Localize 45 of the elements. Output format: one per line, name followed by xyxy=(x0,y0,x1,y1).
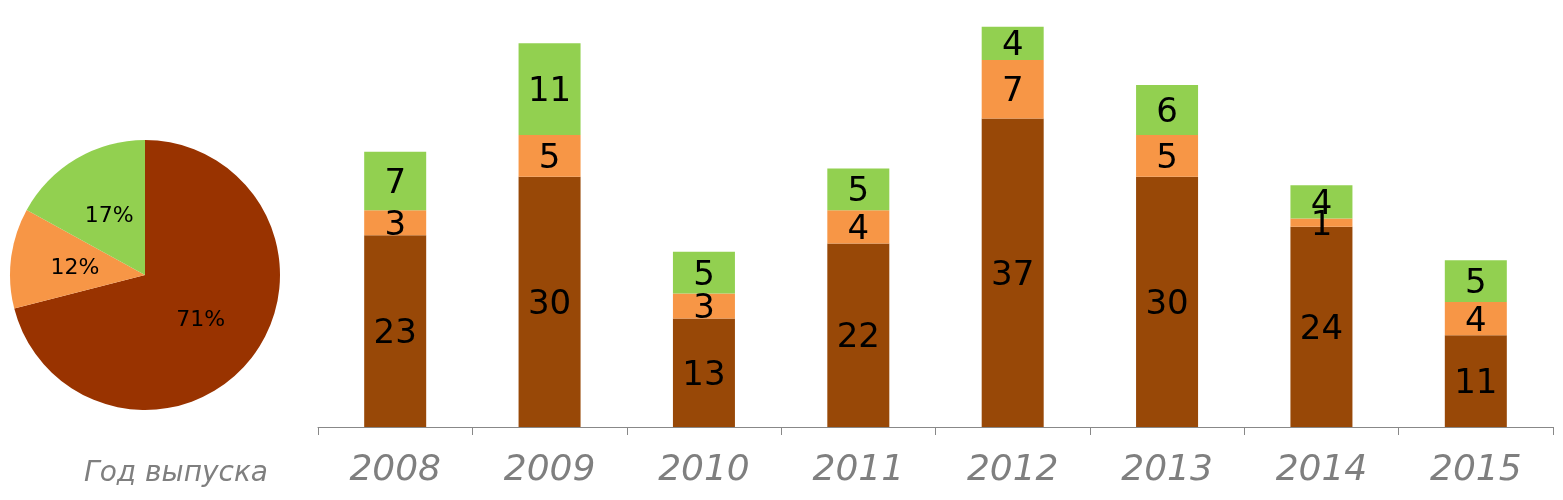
bar xyxy=(1136,135,1199,177)
bar xyxy=(518,176,581,427)
data-label: 5 xyxy=(538,135,561,176)
data-label: 13 xyxy=(682,352,726,393)
data-label: 4 xyxy=(1001,23,1024,64)
data-label: 22 xyxy=(836,315,880,356)
bar xyxy=(1444,335,1507,427)
bar xyxy=(827,168,890,211)
data-label: 17% xyxy=(84,201,134,227)
data-label: 37 xyxy=(991,252,1035,293)
data-label: 11 xyxy=(1454,361,1498,402)
bar xyxy=(1136,176,1199,427)
x-tick-label: 2015 xyxy=(1430,446,1522,488)
data-label: 3 xyxy=(384,202,407,243)
x-axis-title: Год выпуска xyxy=(84,454,268,488)
bar xyxy=(364,235,427,427)
bar xyxy=(518,43,581,136)
x-tick-label: 2011 xyxy=(812,446,905,488)
data-label: 30 xyxy=(1145,281,1189,322)
x-tick-label: 2014 xyxy=(1275,446,1368,488)
data-label: 30 xyxy=(527,281,572,322)
x-tick-label: 2012 xyxy=(966,446,1059,488)
data-label: 71% xyxy=(176,305,226,331)
x-tick-label: 2008 xyxy=(349,446,441,488)
bar xyxy=(1136,85,1199,136)
x-tick-label: 2013 xyxy=(1121,446,1213,488)
bar xyxy=(672,318,735,427)
data-label: 6 xyxy=(1156,90,1178,131)
bar xyxy=(518,135,581,177)
data-label: 24 xyxy=(1299,306,1344,347)
bar xyxy=(1444,260,1507,302)
data-label: 23 xyxy=(373,311,417,352)
x-tick-label: 2009 xyxy=(503,446,596,488)
data-label: 11 xyxy=(527,69,572,110)
bar xyxy=(827,210,890,244)
data-label: 7 xyxy=(384,160,407,201)
bar xyxy=(981,60,1044,119)
x-tick-label: 2010 xyxy=(658,446,750,488)
data-label: 12% xyxy=(50,253,100,279)
bar xyxy=(981,118,1044,427)
data-label: 7 xyxy=(1001,69,1024,110)
bar xyxy=(672,251,735,294)
bar xyxy=(364,151,427,211)
bar xyxy=(827,243,890,427)
data-label: 5 xyxy=(1156,135,1178,176)
